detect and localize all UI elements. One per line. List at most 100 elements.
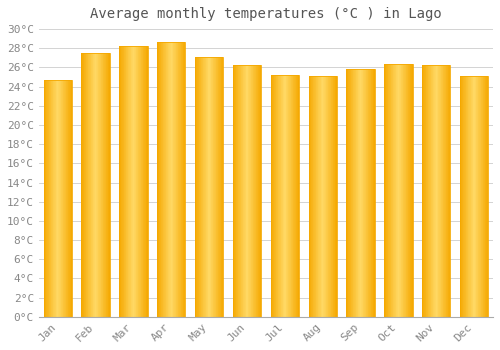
Bar [330, 76, 331, 317]
Bar [470, 76, 472, 317]
Bar [85, 53, 86, 317]
Bar [256, 64, 257, 317]
Bar [467, 76, 468, 317]
Bar [199, 57, 200, 317]
Bar [236, 64, 237, 317]
Bar [359, 69, 360, 317]
Bar [298, 75, 299, 317]
Bar [409, 64, 410, 317]
Bar [107, 53, 108, 317]
Bar [405, 64, 406, 317]
Bar [346, 69, 375, 317]
Bar [270, 75, 299, 317]
Bar [244, 64, 245, 317]
Bar [478, 76, 479, 317]
Bar [310, 76, 312, 317]
Bar [248, 64, 249, 317]
Bar [475, 76, 476, 317]
Bar [436, 64, 437, 317]
Bar [50, 80, 51, 317]
Bar [425, 64, 426, 317]
Bar [106, 53, 107, 317]
Bar [179, 42, 180, 317]
Bar [411, 64, 412, 317]
Bar [446, 64, 447, 317]
Bar [472, 76, 474, 317]
Bar [145, 46, 146, 317]
Bar [312, 76, 313, 317]
Bar [357, 69, 358, 317]
Bar [222, 57, 224, 317]
Bar [396, 64, 397, 317]
Bar [252, 64, 254, 317]
Bar [356, 69, 357, 317]
Bar [468, 76, 469, 317]
Bar [313, 76, 314, 317]
Bar [370, 69, 371, 317]
Bar [237, 64, 238, 317]
Bar [347, 69, 348, 317]
Bar [399, 64, 400, 317]
Bar [349, 69, 350, 317]
Bar [295, 75, 296, 317]
Bar [397, 64, 398, 317]
Bar [280, 75, 281, 317]
Bar [324, 76, 325, 317]
Bar [196, 57, 197, 317]
Bar [334, 76, 335, 317]
Bar [147, 46, 148, 317]
Bar [369, 69, 370, 317]
Bar [169, 42, 170, 317]
Bar [441, 64, 442, 317]
Bar [294, 75, 295, 317]
Bar [125, 46, 126, 317]
Bar [258, 64, 259, 317]
Bar [59, 80, 60, 317]
Bar [440, 64, 441, 317]
Bar [120, 46, 122, 317]
Bar [287, 75, 288, 317]
Bar [212, 57, 214, 317]
Bar [197, 57, 198, 317]
Bar [286, 75, 287, 317]
Bar [177, 42, 178, 317]
Bar [58, 80, 59, 317]
Bar [207, 57, 208, 317]
Bar [119, 46, 148, 317]
Bar [434, 64, 435, 317]
Bar [144, 46, 145, 317]
Bar [474, 76, 475, 317]
Bar [66, 80, 67, 317]
Bar [206, 57, 207, 317]
Bar [181, 42, 182, 317]
Bar [209, 57, 210, 317]
Bar [165, 42, 166, 317]
Bar [485, 76, 486, 317]
Bar [219, 57, 220, 317]
Bar [160, 42, 162, 317]
Bar [428, 64, 429, 317]
Bar [385, 64, 386, 317]
Bar [402, 64, 404, 317]
Bar [62, 80, 64, 317]
Bar [328, 76, 329, 317]
Bar [350, 69, 352, 317]
Bar [254, 64, 255, 317]
Bar [249, 64, 250, 317]
Bar [408, 64, 409, 317]
Bar [255, 64, 256, 317]
Bar [132, 46, 134, 317]
Bar [158, 42, 159, 317]
Bar [277, 75, 278, 317]
Bar [198, 57, 199, 317]
Bar [319, 76, 320, 317]
Bar [235, 64, 236, 317]
Bar [362, 69, 364, 317]
Bar [296, 75, 297, 317]
Bar [477, 76, 478, 317]
Bar [126, 46, 127, 317]
Bar [138, 46, 139, 317]
Bar [366, 69, 367, 317]
Bar [221, 57, 222, 317]
Bar [162, 42, 163, 317]
